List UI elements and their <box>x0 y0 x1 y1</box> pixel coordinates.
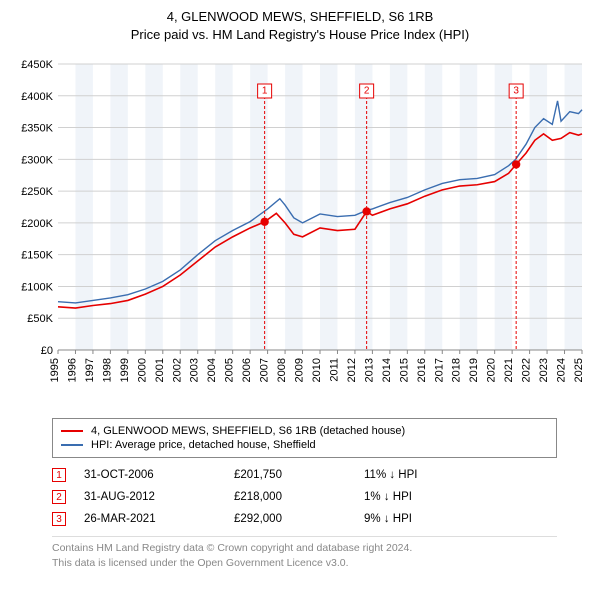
svg-text:2001: 2001 <box>154 358 166 382</box>
sale-diff: 1% ↓ HPI <box>364 491 464 503</box>
legend-label-red: 4, GLENWOOD MEWS, SHEFFIELD, S6 1RB (det… <box>91 425 405 437</box>
sale-diff: 9% ↓ HPI <box>364 513 464 525</box>
svg-text:2010: 2010 <box>311 358 323 382</box>
svg-text:2008: 2008 <box>276 358 288 382</box>
svg-text:2003: 2003 <box>189 358 201 382</box>
sales-row: 3 26-MAR-2021 £292,000 9% ↓ HPI <box>52 508 557 530</box>
chart-plot-area: £0 £50K £100K £150K £200K £250K £300K £350K £400… <box>10 50 590 410</box>
svg-text:2025: 2025 <box>573 358 585 382</box>
svg-text:2005: 2005 <box>224 358 236 382</box>
legend-swatch-red <box>61 430 83 432</box>
svg-text:2013: 2013 <box>363 358 375 382</box>
svg-text:£150K: £150K <box>21 250 53 262</box>
svg-text:2022: 2022 <box>521 358 533 382</box>
svg-text:£100K: £100K <box>21 282 53 294</box>
svg-text:2014: 2014 <box>381 358 393 382</box>
legend-item-blue: HPI: Average price, detached house, Shef… <box>61 438 548 452</box>
chart-container: 4, GLENWOOD MEWS, SHEFFIELD, S6 1RB Pric… <box>0 0 600 578</box>
footer-line2: This data is licensed under the Open Gov… <box>52 556 557 570</box>
svg-text:2019: 2019 <box>468 358 480 382</box>
title-line1: 4, GLENWOOD MEWS, SHEFFIELD, S6 1RB <box>10 8 590 26</box>
svg-text:2006: 2006 <box>241 358 253 382</box>
sales-row: 1 31-OCT-2006 £201,750 11% ↓ HPI <box>52 464 557 486</box>
svg-text:2000: 2000 <box>136 358 148 382</box>
svg-text:2016: 2016 <box>416 358 428 382</box>
title-line2: Price paid vs. HM Land Registry's House … <box>10 26 590 44</box>
svg-text:£300K: £300K <box>21 155 53 167</box>
svg-text:2018: 2018 <box>451 358 463 382</box>
sale-price: £292,000 <box>234 513 364 525</box>
sale-date: 26-MAR-2021 <box>84 513 234 525</box>
sales-row: 2 31-AUG-2012 £218,000 1% ↓ HPI <box>52 486 557 508</box>
svg-text:2021: 2021 <box>503 358 515 382</box>
svg-text:2: 2 <box>364 86 370 97</box>
legend-item-red: 4, GLENWOOD MEWS, SHEFFIELD, S6 1RB (det… <box>61 424 548 438</box>
svg-text:3: 3 <box>513 86 519 97</box>
sale-marker-icon: 2 <box>52 490 66 504</box>
svg-text:1995: 1995 <box>49 358 61 382</box>
sale-diff: 11% ↓ HPI <box>364 469 464 481</box>
svg-text:£0: £0 <box>41 345 53 357</box>
svg-text:2002: 2002 <box>171 358 183 382</box>
svg-text:1998: 1998 <box>101 358 113 382</box>
svg-text:1997: 1997 <box>84 358 96 382</box>
svg-text:£350K: £350K <box>21 123 53 135</box>
svg-text:2024: 2024 <box>556 358 568 382</box>
svg-text:2011: 2011 <box>328 358 340 382</box>
svg-text:1996: 1996 <box>66 358 78 382</box>
sale-date: 31-AUG-2012 <box>84 491 234 503</box>
sale-price: £201,750 <box>234 469 364 481</box>
sale-price: £218,000 <box>234 491 364 503</box>
chart-svg: £0 £50K £100K £150K £200K £250K £300K £350K £400… <box>10 50 590 410</box>
svg-text:£400K: £400K <box>21 91 53 103</box>
svg-text:2023: 2023 <box>538 358 550 382</box>
sale-marker-icon: 1 <box>52 468 66 482</box>
chart-title: 4, GLENWOOD MEWS, SHEFFIELD, S6 1RB Pric… <box>10 8 590 44</box>
svg-text:£250K: £250K <box>21 186 53 198</box>
svg-text:2020: 2020 <box>486 358 498 382</box>
svg-text:2017: 2017 <box>433 358 445 382</box>
attribution-footer: Contains HM Land Registry data © Crown c… <box>52 536 557 569</box>
legend-label-blue: HPI: Average price, detached house, Shef… <box>91 439 316 451</box>
svg-text:2015: 2015 <box>398 358 410 382</box>
sale-date: 31-OCT-2006 <box>84 469 234 481</box>
svg-text:2009: 2009 <box>294 358 306 382</box>
sales-table: 1 31-OCT-2006 £201,750 11% ↓ HPI 2 31-AU… <box>52 464 557 530</box>
svg-text:2007: 2007 <box>259 358 271 382</box>
svg-text:2004: 2004 <box>206 358 218 382</box>
footer-line1: Contains HM Land Registry data © Crown c… <box>52 541 557 555</box>
svg-text:2012: 2012 <box>346 358 358 382</box>
svg-text:£50K: £50K <box>27 314 53 326</box>
svg-text:1999: 1999 <box>119 358 131 382</box>
svg-text:1: 1 <box>262 86 268 97</box>
svg-text:£200K: £200K <box>21 218 53 230</box>
legend-box: 4, GLENWOOD MEWS, SHEFFIELD, S6 1RB (det… <box>52 418 557 458</box>
svg-text:£450K: £450K <box>21 59 53 71</box>
sale-marker-icon: 3 <box>52 512 66 526</box>
legend-swatch-blue <box>61 444 83 446</box>
